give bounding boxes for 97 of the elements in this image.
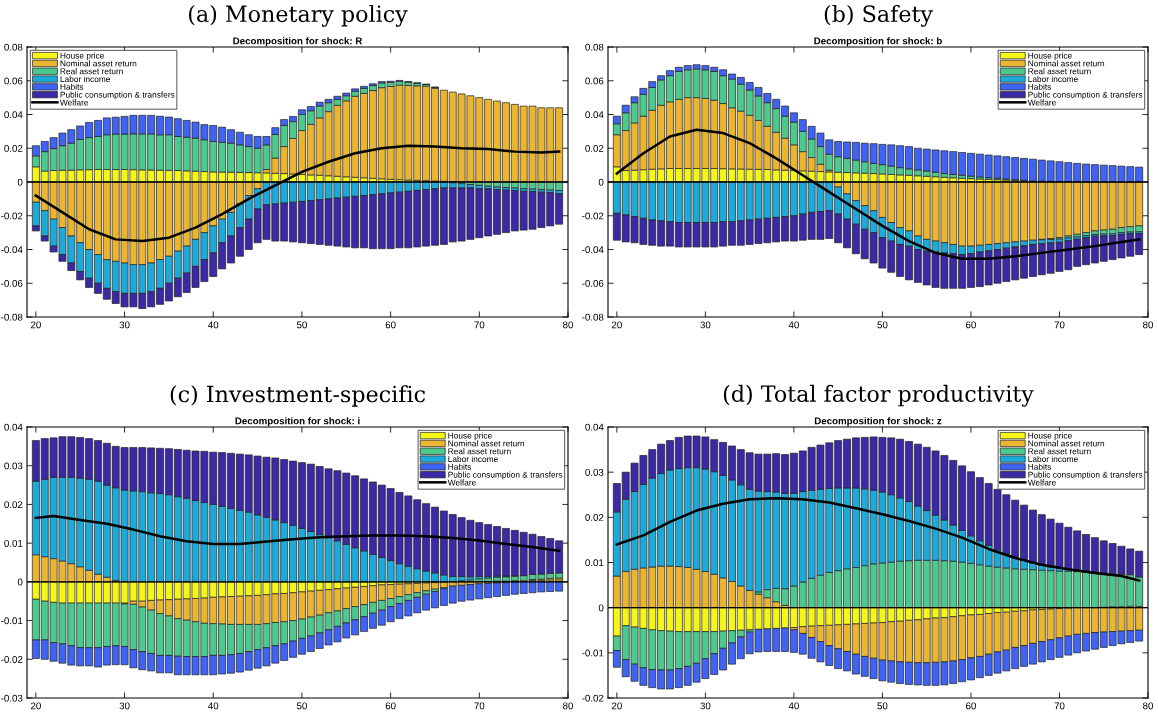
legend-label: Real asset return <box>1028 448 1091 455</box>
chart-title: (b) Safety <box>824 4 933 27</box>
y-tick-label: 0.02 <box>585 514 604 521</box>
legend-label: House price <box>60 52 105 61</box>
x-tick-label: 80 <box>563 321 574 329</box>
y-tick-label: 0.02 <box>4 144 23 152</box>
y-tick-label: 0.04 <box>4 423 23 431</box>
legend-label: Habits <box>448 463 472 470</box>
chart-subtitle: Decomposition for shock: R <box>233 37 363 47</box>
legend-label: Habits <box>1028 83 1052 90</box>
x-tick-label: 80 <box>1143 702 1154 710</box>
x-tick-label: 70 <box>1054 321 1065 329</box>
legend-label: Habits <box>1028 463 1052 470</box>
legend-label: Public consumption & transfers <box>1028 91 1143 100</box>
x-tick-label: 20 <box>30 321 41 329</box>
legend-label: Public consumption & transfers <box>60 91 175 100</box>
y-tick-label: 0.04 <box>585 423 604 431</box>
legend-label: Nominal asset return <box>448 440 525 447</box>
x-tick-label: 50 <box>296 702 307 710</box>
y-tick-label: 0 <box>17 578 23 586</box>
y-tick-label: 0.06 <box>585 77 604 85</box>
y-tick-label: 0.04 <box>585 111 604 119</box>
x-tick-label: 50 <box>877 321 888 329</box>
y-tick-label: -0.02 <box>1 212 23 220</box>
legend-label: Labor income <box>60 75 111 83</box>
legend-label: Public consumption & transfers <box>1028 471 1143 480</box>
y-tick-label: 0.01 <box>4 539 23 547</box>
chart-subtitle: Decomposition for shock: b <box>814 37 942 47</box>
legend-label: Real asset return <box>60 68 123 75</box>
x-tick-label: 60 <box>385 321 396 329</box>
y-tick-label: -0.02 <box>1 656 23 663</box>
y-tick-label: 0.08 <box>585 43 604 51</box>
legend-label: Nominal asset return <box>1028 440 1105 447</box>
y-tick-label: -0.03 <box>1 694 23 702</box>
x-tick-label: 30 <box>119 702 130 710</box>
y-tick-label: -0.06 <box>582 279 604 287</box>
y-tick-label: 0.03 <box>4 462 23 470</box>
y-tick-label: 0.04 <box>4 111 23 119</box>
x-tick-label: 70 <box>1054 702 1065 710</box>
y-tick-label: -0.06 <box>1 279 23 287</box>
legend-label: Nominal asset return <box>60 60 137 67</box>
legend-label: Nominal asset return <box>1028 60 1105 67</box>
y-tick-label: -0.04 <box>582 246 604 254</box>
chart-title: (d) Total factor productivity <box>723 384 1034 407</box>
y-tick-label: 0.02 <box>585 144 604 152</box>
legend-label: Real asset return <box>448 448 511 455</box>
x-tick-label: 80 <box>563 702 574 710</box>
legend-label: Welfare <box>447 479 476 486</box>
y-tick-label: -0.08 <box>582 313 604 321</box>
legend-label: House price <box>448 432 492 441</box>
legend-label: Welfare <box>1027 99 1056 106</box>
y-tick-label: -0.02 <box>582 212 604 220</box>
x-tick-label: 40 <box>788 702 799 710</box>
y-tick-label: -0.02 <box>582 694 604 702</box>
legend-label: Welfare <box>59 99 89 106</box>
chart-subtitle: Decomposition for shock: i <box>235 417 360 427</box>
y-tick-label: 0 <box>17 178 23 186</box>
y-tick-label: -0.08 <box>1 313 23 321</box>
legend-label: Public consumption & transfers <box>448 471 563 480</box>
x-tick-label: 30 <box>119 321 130 329</box>
y-tick-label: -0.01 <box>582 649 604 657</box>
x-tick-label: 40 <box>208 321 219 329</box>
y-tick-label: 0.01 <box>585 559 604 567</box>
x-tick-label: 70 <box>474 321 485 329</box>
legend-label: Labor income <box>1028 455 1078 463</box>
legend-label: Labor income <box>448 455 498 463</box>
x-tick-label: 40 <box>208 702 219 710</box>
legend-label: House price <box>1028 52 1072 61</box>
legend-label: Welfare <box>1027 479 1056 486</box>
y-tick-label: 0 <box>598 604 604 612</box>
x-tick-label: 20 <box>611 702 622 710</box>
x-tick-label: 60 <box>385 702 396 710</box>
x-tick-label: 30 <box>700 321 711 329</box>
y-tick-label: 0.06 <box>4 77 23 85</box>
legend-label: Labor income <box>1028 75 1078 83</box>
chart-title: (c) Investment-specific <box>170 385 426 407</box>
x-tick-label: 60 <box>966 702 976 710</box>
x-tick-label: 80 <box>1143 321 1154 329</box>
x-tick-label: 70 <box>474 702 485 710</box>
legend-label: House price <box>1028 432 1072 441</box>
y-tick-label: 0.03 <box>585 468 604 476</box>
legend-label: Real asset return <box>1028 68 1091 75</box>
y-tick-label: 0.02 <box>4 501 23 509</box>
y-tick-label: 0 <box>598 178 604 186</box>
x-tick-label: 20 <box>611 321 622 329</box>
x-tick-label: 30 <box>700 702 711 710</box>
x-tick-label: 20 <box>30 702 41 710</box>
x-tick-label: 40 <box>788 321 799 329</box>
y-tick-label: -0.01 <box>1 617 23 625</box>
chart-subtitle: Decomposition for shock: z <box>814 417 942 427</box>
x-tick-label: 50 <box>877 702 888 710</box>
chart-title: (a) Monetary policy <box>189 4 408 27</box>
x-tick-label: 60 <box>966 321 976 329</box>
legend-label: Habits <box>60 83 84 90</box>
x-tick-label: 50 <box>296 321 307 329</box>
y-tick-label: -0.04 <box>1 246 23 254</box>
y-tick-label: 0.08 <box>4 43 23 51</box>
